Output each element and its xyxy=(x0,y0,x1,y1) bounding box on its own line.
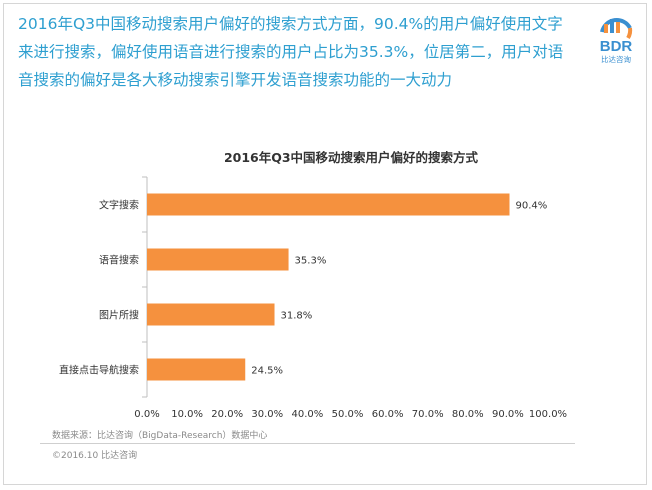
slide-frame xyxy=(3,3,647,485)
bar xyxy=(147,193,510,216)
x-tick-label: 100.0% xyxy=(529,409,567,420)
logo-subtext: 比达咨询 xyxy=(601,54,631,64)
bar xyxy=(147,248,289,271)
category-label: 文字搜索 xyxy=(99,199,139,212)
value-label: 35.3% xyxy=(295,256,327,267)
category-label: 语音搜索 xyxy=(99,254,139,267)
footer-divider xyxy=(40,443,575,444)
logo-emblem-icon xyxy=(600,17,633,40)
headline-text: 2016年Q3中国移动搜索用户偏好的搜索方式方面，90.4%的用户偏好使用文字来… xyxy=(18,15,564,89)
source-note: 数据来源：比达咨询（BigData-Research）数据中心 xyxy=(52,431,268,441)
category-label: 图片所搜 xyxy=(99,309,139,322)
x-tick-label: 50.0% xyxy=(332,409,364,420)
x-tick-label: 60.0% xyxy=(372,409,404,420)
x-tick-label: 90.0% xyxy=(492,409,524,420)
value-label: 90.4% xyxy=(516,201,548,212)
x-tick-label: 70.0% xyxy=(412,409,444,420)
bar xyxy=(147,358,246,381)
bdr-logo: BDR 比达咨询 xyxy=(600,17,633,64)
x-tick-label: 0.0% xyxy=(134,409,159,420)
value-label: 31.8% xyxy=(281,311,313,322)
x-tick-label: 10.0% xyxy=(171,409,203,420)
bar xyxy=(147,303,275,326)
x-tick-label: 30.0% xyxy=(251,409,283,420)
copyright-text: ©2016.10 比达咨询 xyxy=(52,451,138,461)
chart-title: 2016年Q3中国移动搜索用户偏好的搜索方式 xyxy=(223,150,479,165)
x-tick-label: 80.0% xyxy=(452,409,484,420)
x-tick-label: 40.0% xyxy=(292,409,324,420)
logo-text: BDR xyxy=(600,38,633,55)
category-label: 直接点击导航搜索 xyxy=(59,364,139,377)
value-label: 24.5% xyxy=(251,366,283,377)
x-tick-label: 20.0% xyxy=(211,409,243,420)
